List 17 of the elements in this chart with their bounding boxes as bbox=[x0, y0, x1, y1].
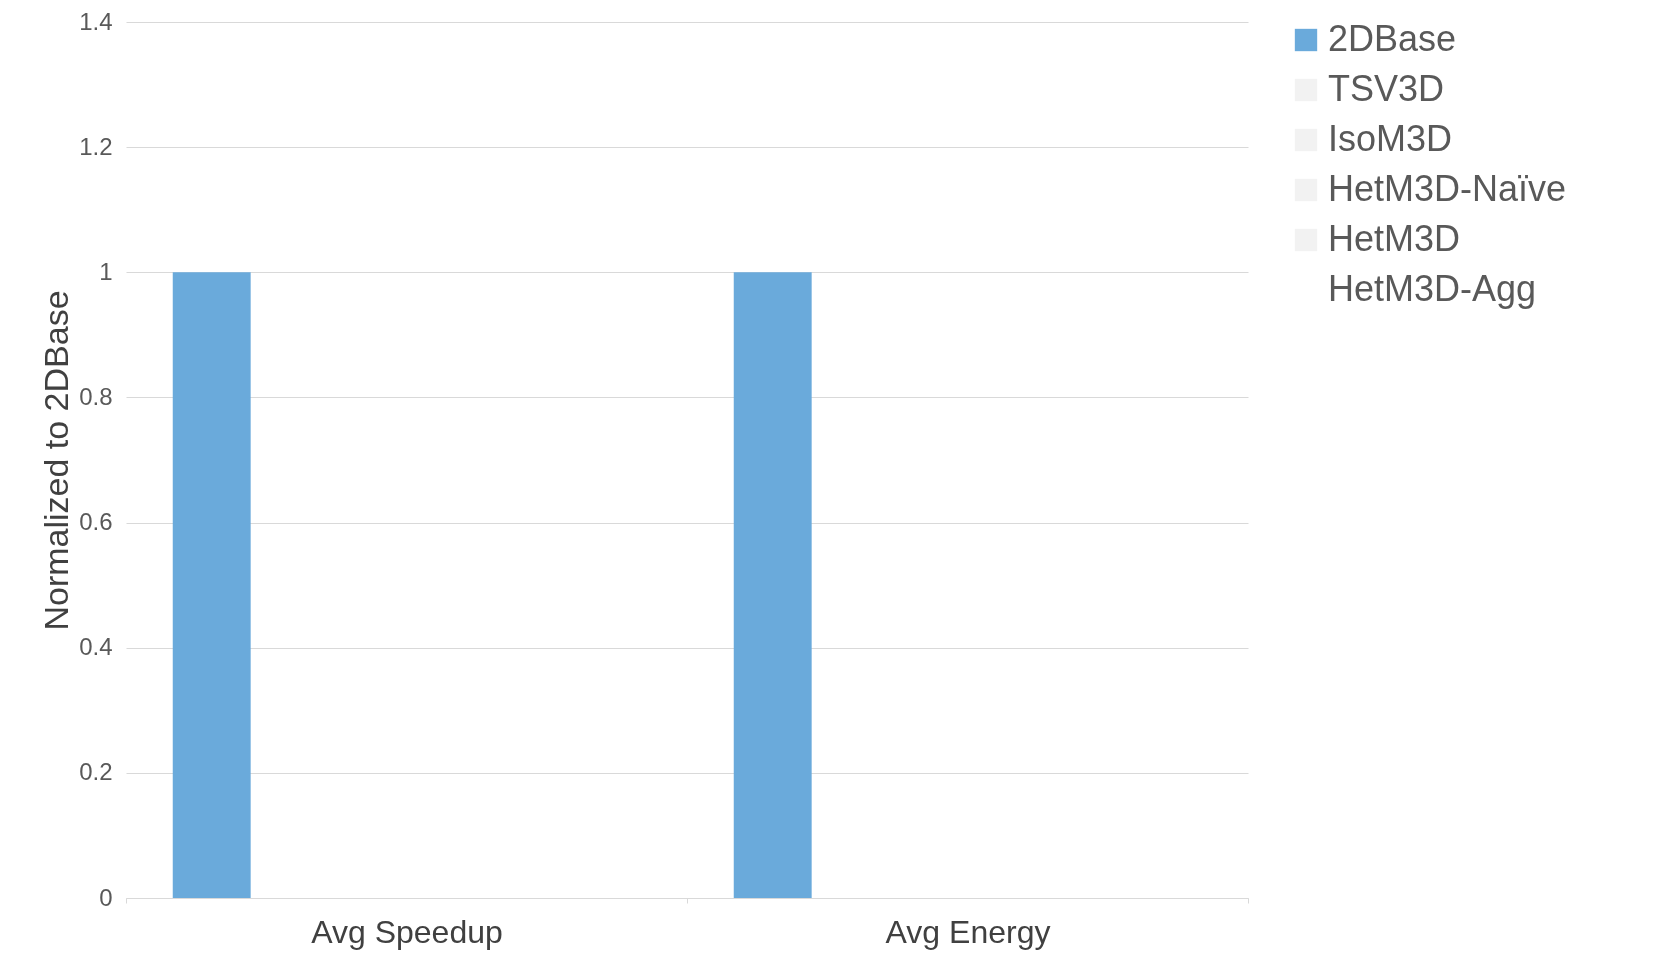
legend-label: TSV3D bbox=[1328, 68, 1445, 109]
y-tick-label: 0 bbox=[99, 883, 113, 911]
y-tick-label: 1.4 bbox=[79, 7, 113, 35]
y-tick-label: 0.2 bbox=[79, 758, 113, 786]
legend-label: IsoM3D bbox=[1328, 118, 1453, 159]
x-tick-label: Avg Energy bbox=[885, 913, 1051, 950]
y-tick-label: 0.8 bbox=[79, 382, 113, 410]
legend-label: HetM3D bbox=[1328, 218, 1461, 259]
y-tick-label: 1 bbox=[99, 257, 113, 285]
y-tick-label: 1.2 bbox=[79, 132, 113, 160]
y-axis-title: Normalized to 2DBase bbox=[37, 290, 76, 631]
y-tick-label: 0.4 bbox=[79, 633, 113, 661]
legend-label: 2DBase bbox=[1328, 18, 1457, 59]
x-tick-label: Avg Speedup bbox=[311, 913, 503, 950]
text: HetM3D-Agg bbox=[1328, 268, 1537, 309]
legend-label: HetM3D-Naïve bbox=[1328, 168, 1567, 209]
y-tick-label: 0.6 bbox=[79, 508, 113, 536]
